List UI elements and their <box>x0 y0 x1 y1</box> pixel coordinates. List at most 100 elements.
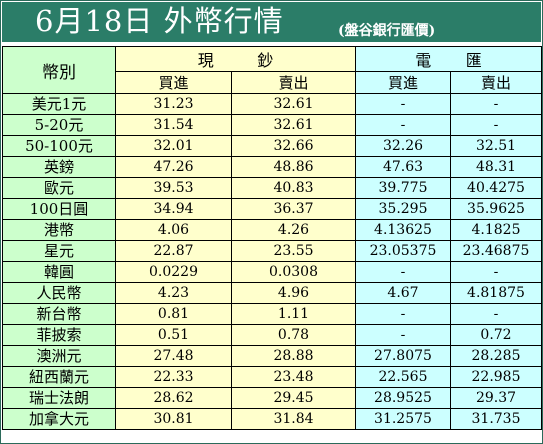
cash-buy-cell: 4.06 <box>115 219 232 241</box>
table-row: 人民幣 4.23 4.96 4.67 4.81875 <box>2 282 542 304</box>
table-row: 新台幣 0.81 1.11- - <box>2 303 542 325</box>
wire-sell-cell: - <box>450 261 542 283</box>
currency-name-cell: 5-20元 <box>2 114 116 136</box>
cash-buy-cell: 0.0229 <box>115 261 232 283</box>
cash-sell-cell: 48.86 <box>231 156 356 178</box>
wire-buy-cell: 27.8075 <box>355 345 451 367</box>
wire-sell-cell: 31.735 <box>450 408 542 430</box>
wire-group-header: 電 匯 <box>355 46 542 72</box>
currency-name-cell: 人民幣 <box>2 282 116 304</box>
wire-buy-cell: - <box>355 93 451 115</box>
wire-buy-cell: 35.295 <box>355 198 451 220</box>
cash-buy-cell: 4.23 <box>115 282 232 304</box>
wire-sell-header: 賣出 <box>450 71 542 94</box>
wire-buy-cell: 39.775 <box>355 177 451 199</box>
wire-buy-cell: 23.05375 <box>355 240 451 262</box>
currency-name-cell: 星元 <box>2 240 116 262</box>
cash-sell-cell: 4.96 <box>231 282 356 304</box>
page-title: 6月18日 外幣行情 <box>35 4 284 38</box>
table-row: 紐西蘭元 22.33 23.48 22.565 22.985 <box>2 366 542 388</box>
cash-buy-cell: 28.62 <box>115 387 232 409</box>
cash-buy-cell: 0.51 <box>115 324 232 346</box>
rate-rows: 美元1元 31.23 32.61- -5-20元 31.54 32.61- -50-100元… <box>2 93 542 430</box>
wire-sell-cell: 23.46875 <box>450 240 542 262</box>
wire-buy-cell: 32.26 <box>355 135 451 157</box>
wire-sell-cell: 29.37 <box>450 387 542 409</box>
wire-buy-cell: 4.13625 <box>355 219 451 241</box>
wire-buy-header: 買進 <box>355 71 451 94</box>
currency-name-cell: 韓圓 <box>2 261 116 283</box>
currency-name-cell: 瑞士法朗 <box>2 387 116 409</box>
cash-buy-cell: 31.54 <box>115 114 232 136</box>
cash-sell-cell: 23.55 <box>231 240 356 262</box>
cash-buy-cell: 22.87 <box>115 240 232 262</box>
table-row: 澳洲元 27.48 28.88 27.8075 28.285 <box>2 345 542 367</box>
currency-name-cell: 菲披索 <box>2 324 116 346</box>
cash-sell-cell: 1.11 <box>231 303 356 325</box>
wire-sell-cell: - <box>450 114 542 136</box>
cash-group-label-1: 現 <box>197 51 214 70</box>
table-row: 星元 22.87 23.55 23.05375 23.46875 <box>2 240 542 262</box>
wire-sell-cell: 22.985 <box>450 366 542 388</box>
table-row: 100日圓 34.94 36.37 35.295 35.9625 <box>2 198 542 220</box>
cash-sell-cell: 32.61 <box>231 93 356 115</box>
wire-sell-cell: 28.285 <box>450 345 542 367</box>
cash-sell-cell: 32.66 <box>231 135 356 157</box>
wire-sell-cell: 0.72 <box>450 324 542 346</box>
sub-header-row: 買進 賣出 買進 賣出 <box>3 71 542 94</box>
cash-sell-cell: 0.0308 <box>231 261 356 283</box>
cash-sell-cell: 40.83 <box>231 177 356 199</box>
wire-buy-cell: 4.67 <box>355 282 451 304</box>
cash-buy-cell: 22.33 <box>115 366 232 388</box>
table-row: 歐元 39.53 40.83 39.775 40.4275 <box>2 177 542 199</box>
wire-buy-cell: - <box>355 324 451 346</box>
cash-sell-cell: 32.61 <box>231 114 356 136</box>
currency-name-cell: 美元1元 <box>2 93 116 115</box>
cash-buy-cell: 32.01 <box>115 135 232 157</box>
wire-sell-cell: 32.51 <box>450 135 542 157</box>
currency-name-cell: 100日圓 <box>2 198 116 220</box>
cash-buy-cell: 0.81 <box>115 303 232 325</box>
table-row: 美元1元 31.23 32.61- - <box>2 93 542 115</box>
cash-group-header: 現 鈔 <box>115 46 356 72</box>
wire-sell-cell: - <box>450 303 542 325</box>
cash-sell-cell: 36.37 <box>231 198 356 220</box>
currency-name-cell: 新台幣 <box>2 303 116 325</box>
table-row: 瑞士法朗 28.62 29.45 28.9525 29.37 <box>2 387 542 409</box>
currency-name-cell: 加拿大元 <box>2 408 116 430</box>
table-row: 5-20元 31.54 32.61- - <box>2 114 542 136</box>
cash-buy-cell: 27.48 <box>115 345 232 367</box>
cash-buy-cell: 34.94 <box>115 198 232 220</box>
cash-buy-cell: 47.26 <box>115 156 232 178</box>
wire-sell-cell: 40.4275 <box>450 177 542 199</box>
wire-sell-cell: 48.31 <box>450 156 542 178</box>
group-header-row: 幣別 現 鈔 電 匯 <box>2 46 542 94</box>
wire-buy-cell: 47.63 <box>355 156 451 178</box>
wire-group-label-1: 電 <box>415 51 432 70</box>
wire-sell-cell: 35.9625 <box>450 198 542 220</box>
wire-sell-cell: - <box>450 93 542 115</box>
wire-sell-cell: 4.81875 <box>450 282 542 304</box>
cash-buy-cell: 39.53 <box>115 177 232 199</box>
bank-source-label: (盤谷銀行匯價) <box>338 23 436 39</box>
table-row: 菲披索 0.51 0.78-0.72 <box>2 324 542 346</box>
currency-name-cell: 澳洲元 <box>2 345 116 367</box>
table-row: 英鎊 47.26 48.86 47.63 48.31 <box>2 156 542 178</box>
cash-sell-cell: 4.26 <box>231 219 356 241</box>
cash-sell-cell: 31.84 <box>231 408 356 430</box>
currency-name-cell: 英鎊 <box>2 156 116 178</box>
cash-buy-cell: 31.23 <box>115 93 232 115</box>
cash-group-label-2: 鈔 <box>257 51 274 70</box>
cash-sell-cell: 0.78 <box>231 324 356 346</box>
table-row: 50-100元 32.01 32.66 32.26 32.51 <box>2 135 542 157</box>
wire-buy-cell: - <box>355 303 451 325</box>
currency-name-cell: 歐元 <box>2 177 116 199</box>
currency-name-cell: 港幣 <box>2 219 116 241</box>
cash-sell-cell: 28.88 <box>231 345 356 367</box>
wire-group-label-2: 匯 <box>465 51 482 70</box>
table-row: 港幣 4.06 4.26 4.13625 4.1825 <box>2 219 542 241</box>
wire-buy-cell: 22.565 <box>355 366 451 388</box>
cash-sell-cell: 29.45 <box>231 387 356 409</box>
wire-sell-cell: 4.1825 <box>450 219 542 241</box>
